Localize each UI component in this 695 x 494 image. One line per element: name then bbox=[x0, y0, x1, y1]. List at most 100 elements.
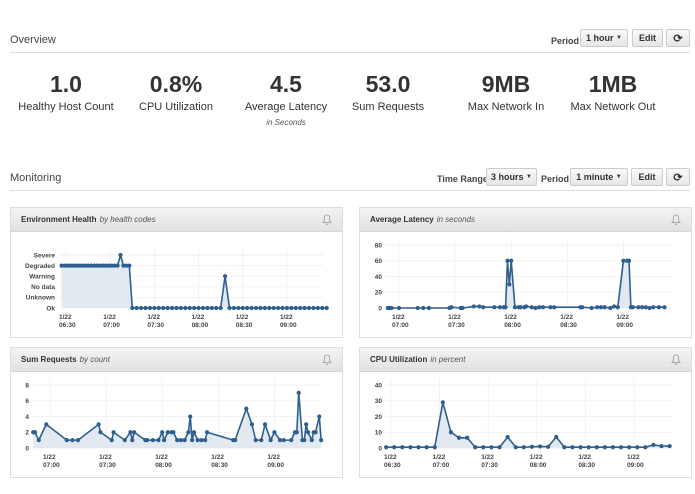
data-point bbox=[598, 305, 604, 310]
data-point bbox=[656, 305, 662, 310]
data-point bbox=[267, 305, 272, 311]
cpu-utilization-chart: 0102030401/2206:301/2207:001/2207:301/22… bbox=[375, 379, 674, 469]
x-tick-date: 1/22 bbox=[616, 314, 629, 321]
data-point bbox=[594, 445, 599, 450]
data-point bbox=[64, 438, 69, 443]
x-tick-date: 1/22 bbox=[99, 454, 112, 461]
data-point bbox=[88, 263, 94, 268]
stat-average-latency: 4.5 Average Latency in Seconds bbox=[226, 71, 346, 127]
y-tick-label: 20 bbox=[375, 414, 383, 421]
overview-period-label: Period bbox=[551, 36, 580, 46]
data-point bbox=[471, 304, 476, 309]
stat-cpu-utilization: 0.8% CPU Utilization bbox=[116, 71, 236, 113]
data-point bbox=[492, 305, 497, 310]
alarm-bell-icon[interactable] bbox=[322, 354, 332, 365]
data-point bbox=[236, 305, 241, 311]
data-point bbox=[384, 445, 389, 450]
stat-healthy-host-count: 1.0 Healthy Host Count bbox=[6, 71, 126, 113]
data-point bbox=[94, 263, 100, 268]
data-point bbox=[150, 438, 155, 443]
data-point bbox=[627, 445, 632, 450]
data-point bbox=[204, 430, 210, 435]
data-point bbox=[456, 435, 462, 440]
data-point bbox=[602, 445, 607, 450]
y-tick-label: 80 bbox=[375, 242, 383, 249]
data-point bbox=[580, 305, 585, 310]
x-tick-date: 1/22 bbox=[627, 454, 640, 461]
monitoring-refresh-button[interactable]: ⟳ bbox=[666, 168, 690, 186]
panel-sum-requests: Sum Requests by count 0 2 4 6 8 1/22 07:00 1/22 0… bbox=[10, 347, 343, 478]
data-point bbox=[537, 305, 542, 310]
data-point bbox=[122, 438, 127, 443]
series-area bbox=[33, 392, 322, 448]
data-point bbox=[83, 263, 88, 268]
panel-subtitle: in percent bbox=[430, 355, 466, 364]
x-tick-time: 07:30 bbox=[481, 462, 498, 469]
stat-label: Sum Requests bbox=[351, 101, 425, 113]
panel-environment-health: Environment Health by health codes Ok Unkn… bbox=[10, 207, 343, 338]
data-point bbox=[497, 305, 503, 310]
data-point bbox=[127, 263, 132, 268]
x-tick-time: 08:00 bbox=[530, 462, 547, 469]
data-point bbox=[200, 305, 206, 311]
data-point bbox=[281, 438, 286, 443]
alarm-bell-icon[interactable] bbox=[671, 214, 681, 225]
data-point bbox=[75, 438, 81, 443]
data-point bbox=[214, 305, 219, 311]
data-point bbox=[118, 252, 123, 258]
data-point bbox=[481, 305, 486, 310]
y-tick-label: 40 bbox=[375, 274, 383, 281]
data-point bbox=[276, 305, 281, 311]
data-point bbox=[489, 445, 494, 450]
data-point bbox=[258, 305, 263, 311]
series-line bbox=[386, 401, 670, 449]
alarm-bell-icon[interactable] bbox=[322, 214, 332, 225]
data-point bbox=[188, 414, 193, 419]
period-value: 1 hour bbox=[586, 33, 614, 43]
time-range-dropdown[interactable]: 3 hours ▼ bbox=[486, 168, 537, 186]
data-point bbox=[548, 305, 553, 310]
monitoring-title: Monitoring bbox=[10, 172, 62, 184]
x-tick-time: 07:30 bbox=[448, 322, 465, 329]
data-point bbox=[611, 304, 617, 309]
stat-value: 4.5 bbox=[270, 71, 302, 97]
data-point bbox=[305, 430, 311, 435]
data-point bbox=[635, 445, 640, 450]
data-point bbox=[448, 430, 454, 435]
alarm-bell-icon[interactable] bbox=[671, 354, 681, 365]
data-point bbox=[134, 305, 139, 311]
x-tick-time: 07:00 bbox=[103, 322, 120, 329]
overview-period-dropdown[interactable]: 1 hour ▼ bbox=[580, 29, 628, 47]
data-point bbox=[315, 305, 320, 311]
sum-requests-chart: 024681/2207:001/2207:301/2208:001/2208:3… bbox=[25, 379, 324, 469]
data-point bbox=[449, 305, 454, 310]
overview-edit-button[interactable]: Edit bbox=[632, 29, 663, 47]
panel-average-latency: Average Latency in seconds 0 20 40 60 80 1/22 0… bbox=[359, 207, 692, 338]
y-tick-label: 6 bbox=[25, 398, 29, 405]
monitoring-divider bbox=[10, 190, 690, 191]
overview-refresh-button[interactable]: ⟳ bbox=[666, 29, 690, 47]
x-tick-time: 06:30 bbox=[384, 462, 401, 469]
data-point bbox=[302, 305, 307, 311]
monitoring-edit-button[interactable]: Edit bbox=[631, 168, 663, 186]
data-point bbox=[477, 304, 482, 309]
y-tick-label: 8 bbox=[25, 382, 29, 389]
data-point bbox=[233, 438, 238, 443]
data-point bbox=[191, 430, 197, 435]
y-tick-label: 0 bbox=[378, 305, 382, 312]
data-point bbox=[473, 445, 478, 450]
x-tick-date: 1/22 bbox=[392, 314, 405, 321]
stat-label: Max Network Out bbox=[570, 101, 656, 113]
data-point bbox=[529, 305, 534, 310]
data-point bbox=[245, 305, 250, 311]
data-point bbox=[311, 305, 316, 311]
x-tick-date: 1/22 bbox=[433, 454, 446, 461]
data-point bbox=[253, 438, 258, 443]
data-point bbox=[416, 445, 421, 450]
data-point bbox=[298, 305, 303, 311]
monitoring-period-dropdown[interactable]: 1 minute ▼ bbox=[570, 168, 628, 186]
data-point bbox=[80, 263, 85, 268]
data-point bbox=[190, 438, 195, 443]
panel-title: CPU Utilization bbox=[370, 355, 428, 364]
data-point bbox=[272, 430, 277, 435]
